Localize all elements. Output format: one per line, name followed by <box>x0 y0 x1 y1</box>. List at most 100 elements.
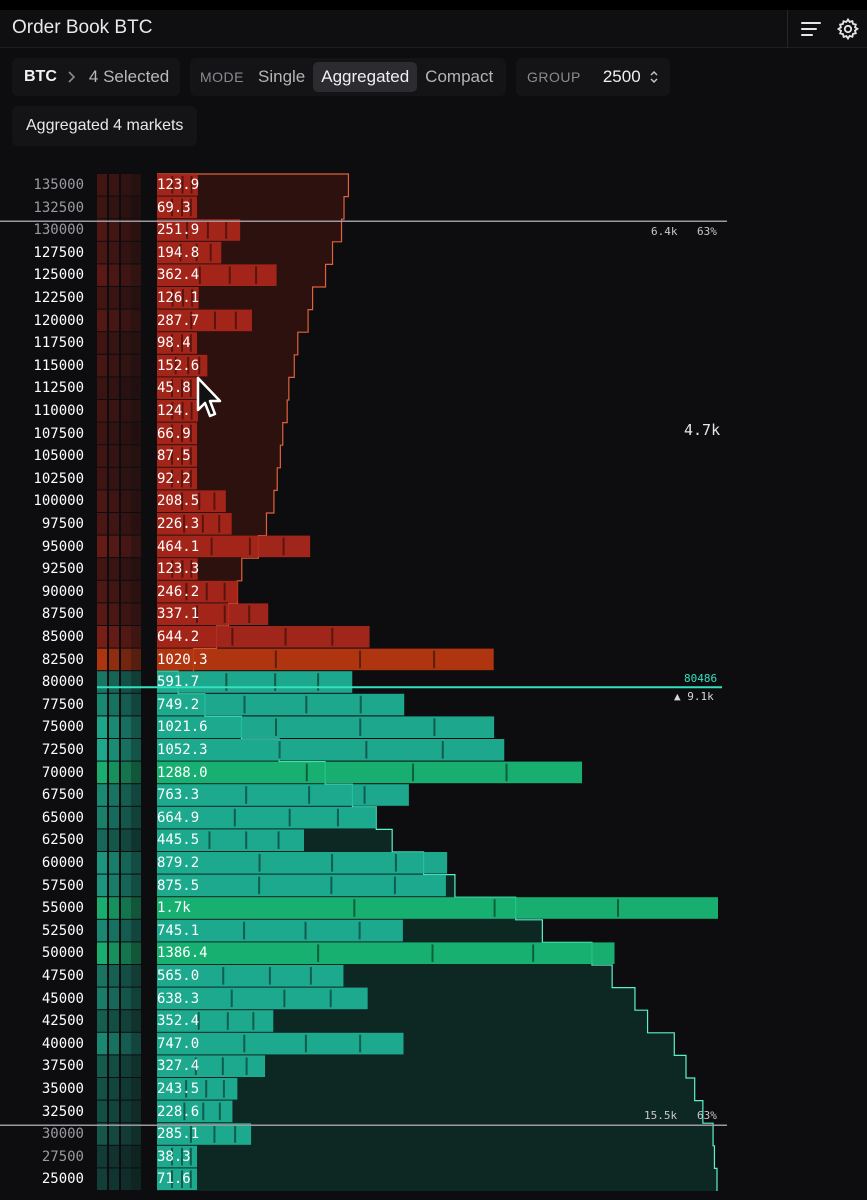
ask-price-level[interactable]: 102500 <box>33 470 84 487</box>
ask-price-level[interactable]: 115000 <box>33 357 84 374</box>
bid-price-level[interactable]: 52500 <box>41 922 84 939</box>
group-selector[interactable]: GROUP 2500 <box>516 58 670 96</box>
ask-price-level[interactable]: 112500 <box>33 380 84 397</box>
ask-price-level[interactable]: 110000 <box>33 403 84 419</box>
bid-price-level[interactable]: 57500 <box>41 877 84 894</box>
ask-bar-tick <box>171 176 174 194</box>
bid-bar-tick <box>317 673 320 691</box>
gear-icon[interactable] <box>833 14 863 44</box>
bid-price-level[interactable]: 72500 <box>41 742 84 758</box>
bid-price-level[interactable]: 30000 <box>41 1126 84 1143</box>
heat-cell-bid <box>121 874 131 897</box>
ask-price-level[interactable]: 105000 <box>33 448 84 465</box>
heat-cell-ask <box>121 513 131 535</box>
ask-price-level[interactable]: 122500 <box>33 290 84 306</box>
menu-lines-icon[interactable] <box>796 14 826 44</box>
bid-price-level[interactable]: 32500 <box>41 1103 84 1120</box>
ask-price-level[interactable]: 132500 <box>33 199 84 216</box>
ask-depth-edge <box>157 173 350 672</box>
bid-bar-tick <box>317 944 320 962</box>
ask-price-level[interactable]: 87500 <box>41 606 84 623</box>
ask-price-level[interactable]: 127500 <box>33 244 84 261</box>
ask-bar-tick <box>171 560 174 578</box>
bid-price-level[interactable]: 80000 <box>41 674 84 691</box>
bid-bar-tick <box>274 673 277 691</box>
bid-bar-tick <box>532 944 535 962</box>
heat-cell-bid <box>131 1078 141 1100</box>
bid-bar-tick <box>309 967 312 985</box>
heat-cell-ask <box>121 377 131 399</box>
heat-cell-ask <box>121 626 131 648</box>
bid-price-level[interactable]: 35000 <box>41 1081 84 1097</box>
ask-bar-tick <box>181 447 183 465</box>
ask-bar-tick <box>228 266 231 284</box>
ask-price-level[interactable]: 120000 <box>33 312 84 329</box>
heat-cell-ask <box>97 400 107 422</box>
mode-aggregated-button[interactable]: Aggregated <box>313 62 418 92</box>
ask-price-level[interactable]: 135000 <box>33 177 84 193</box>
heat-cell-bid <box>97 897 107 919</box>
heat-cell-bid <box>97 829 107 851</box>
mouse-pointer-icon <box>196 376 226 427</box>
ask-price-level[interactable]: 130000 <box>33 222 84 239</box>
group-value[interactable]: 2500 <box>602 67 641 86</box>
heat-cell-bid <box>131 806 141 829</box>
bid-bar-tick <box>245 1057 248 1075</box>
heat-cell-ask <box>109 332 119 354</box>
bid-price-level[interactable]: 25000 <box>41 1171 84 1188</box>
ask-price-level[interactable]: 117500 <box>33 335 84 352</box>
heat-cell-ask <box>109 422 119 445</box>
bid-size-value: 1.7k <box>157 900 191 917</box>
bid-price-level[interactable]: 40000 <box>41 1035 84 1052</box>
ask-bar-tick <box>282 537 285 556</box>
heat-cell-ask <box>131 354 141 377</box>
bid-price-level[interactable]: 60000 <box>41 855 84 871</box>
bid-price-level[interactable]: 42500 <box>41 1013 84 1030</box>
bid-price-level[interactable]: 50000 <box>41 945 84 962</box>
heat-cell-bid <box>131 693 141 716</box>
bid-price-level[interactable]: 67500 <box>41 787 84 804</box>
ask-price-level[interactable]: 97500 <box>41 516 84 532</box>
heat-cell-bid <box>109 874 119 897</box>
ask-bar-tick <box>234 311 237 330</box>
bid-price-level[interactable]: 37500 <box>41 1058 84 1075</box>
bid-price-level[interactable]: 47500 <box>41 968 84 984</box>
mode-single-button[interactable]: Single <box>258 67 306 86</box>
bid-price-level[interactable]: 77500 <box>41 696 84 713</box>
bid-price-level[interactable]: 62500 <box>41 832 84 849</box>
market-symbol[interactable]: BTC <box>24 68 57 85</box>
heat-cell-bid <box>131 1123 141 1145</box>
heat-cell-ask <box>131 309 141 332</box>
ask-price-level[interactable]: 100000 <box>33 493 84 510</box>
bid-price-level[interactable]: 27500 <box>41 1148 84 1165</box>
ask-bar-tick <box>433 650 436 669</box>
bid-price-level[interactable]: 45000 <box>41 990 84 1007</box>
bid-size-bar <box>157 1032 404 1055</box>
ask-price-level[interactable]: 107500 <box>33 425 84 442</box>
bid-size-value: 745.1 <box>157 922 200 939</box>
market-selector[interactable]: BTC 4 Selected <box>12 58 180 96</box>
bid-bar-tick <box>171 1170 173 1188</box>
bid-price-level[interactable]: 55000 <box>41 900 84 917</box>
ask-price-level[interactable]: 90000 <box>41 583 84 600</box>
selected-markets-count[interactable]: 4 Selected <box>88 67 170 86</box>
bid-size-bar <box>157 1168 197 1190</box>
bid-range-percent: 63% <box>697 1109 717 1123</box>
ask-price-level[interactable]: 92500 <box>41 561 84 578</box>
ask-size-value: 45.8 <box>157 380 191 397</box>
bid-price-level[interactable]: 65000 <box>41 809 84 826</box>
heat-cell-ask <box>109 535 119 558</box>
ask-price-level[interactable]: 95000 <box>41 538 84 555</box>
ask-size-bar <box>157 535 311 558</box>
ask-price-level[interactable]: 85000 <box>41 629 84 645</box>
up-down-chevron-icon[interactable] <box>649 70 659 84</box>
heat-cell-ask <box>121 196 131 219</box>
mode-compact-button[interactable]: Compact <box>425 67 494 86</box>
ask-price-level[interactable]: 82500 <box>41 651 84 668</box>
bid-price-level[interactable]: 70000 <box>41 764 84 781</box>
heat-cell-bid <box>131 671 141 693</box>
bid-price-level[interactable]: 75000 <box>41 719 84 736</box>
bid-bar-tick <box>208 831 211 849</box>
ask-price-level[interactable]: 125000 <box>33 267 84 284</box>
bid-size-value: 71.6 <box>157 1171 191 1188</box>
